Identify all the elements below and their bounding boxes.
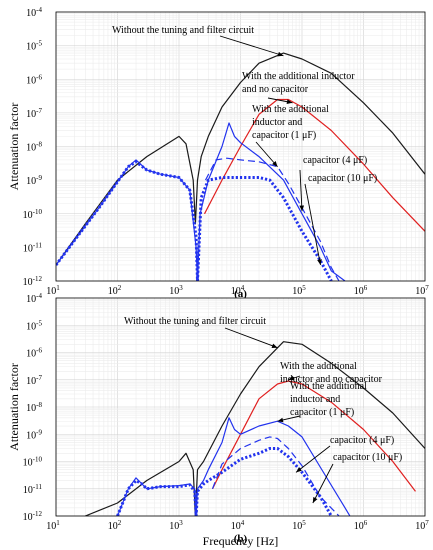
x-tick-label: 101 [46,284,60,297]
arrow-head [317,259,322,265]
x-tick-label: 105 [292,284,306,297]
series-line-blue-dot [116,447,333,516]
annotation-text: Without the tuning and filter circuit [112,25,254,36]
annotation-text: capacitor (10 μF) [308,173,377,184]
arrow-head [271,343,278,348]
grid [55,12,425,282]
y-axis-label: Attenuation factor [7,103,21,191]
arrow-head [296,467,302,473]
annotation-text: capacitor (4 μF) [303,155,367,166]
y-tick-label: 10-10 [23,456,43,469]
x-tick-label: 102 [108,284,122,297]
arrow-head [277,51,284,57]
annotation-arrow [295,445,331,473]
annotation: With the additional inductor and capacitor… [277,381,367,423]
annotation-text: capacitor (1 μF) [290,407,354,418]
y-tick-label: 10-5 [26,40,42,53]
annotation-text: capacitor (10 μF) [333,452,402,463]
arrow-head [286,99,293,104]
annotation: Without the tuning and filter circuit [112,25,284,57]
series-group [56,52,425,281]
annotation: With the additional inductor and no capac… [280,361,383,385]
panel-caption: (b) [234,533,248,545]
annotation-text: With the additional inductor [242,71,355,82]
x-tick-label: 105 [292,519,306,532]
annotation: capacitor (4 μF) [299,155,367,212]
x-tick-label: 107 [415,284,429,297]
y-tick-label: 10-4 [26,292,42,305]
y-tick-label: 10-9 [26,174,42,187]
y-axis-label: Attenuation factor [7,363,21,451]
x-tick-label: 102 [108,519,122,532]
annotation-text: inductor and no capacitor [280,374,383,385]
series-line-blue-dash [211,436,340,516]
annotation: With the additional inductor and capacitor… [252,104,329,168]
arrow-head [272,161,278,167]
y-tick-label: 10-5 [26,319,42,332]
series-line-black [56,52,425,266]
series-line-blue-solid [116,417,351,516]
annotation-text: With the additional [280,361,357,372]
panel-caption: (a) [234,288,247,300]
arrow-head [288,375,295,381]
annotation-arrow [312,463,334,504]
series-group [85,341,425,516]
annotation: capacitor (4 μF) [295,435,394,473]
y-tick-label: 10-10 [23,208,43,221]
annotation-text: capacitor (1 μF) [252,130,316,141]
annotation: With the additional inductor and no capac… [242,71,355,104]
x-axis-label: Frequency [Hz] [203,534,279,548]
annotation: Without the tuning and filter circuit [124,316,278,349]
y-tick-label: 10-9 [26,428,42,441]
y-tick-label: 10-11 [23,241,43,254]
y-tick-label: 10-12 [23,510,43,523]
x-tick-label: 103 [169,519,183,532]
y-tick-label: 10-4 [26,6,42,19]
y-tick-label: 10-8 [26,141,42,154]
annotation-arrow [224,327,278,349]
arrow-head [277,417,284,423]
annotation-text: With the additional [290,381,367,392]
x-tick-label: 106 [354,284,368,297]
arrow-head [312,497,318,503]
y-tick-label: 10-7 [26,107,42,120]
series-line-blue-dash [204,157,340,281]
y-tick-label: 10-6 [26,73,42,86]
plot-frame [55,11,426,282]
series-line-blue-solid [56,122,346,281]
y-tick-label: 10-7 [26,374,42,387]
annotation-text: inductor and [252,117,302,128]
x-tick-label: 103 [169,284,183,297]
annotation: capacitor (10 μF) [312,452,402,504]
series-line-red [211,380,416,492]
annotation-text: inductor and [290,394,340,405]
annotation-text: Without the tuning and filter circuit [124,316,266,327]
arrow-head [299,205,305,212]
x-tick-label: 104 [231,519,245,532]
annotation-arrow [219,35,284,57]
annotation-arrow [304,183,321,266]
series-line-black [85,341,425,516]
y-tick-label: 10-11 [23,483,43,496]
annotation-text: capacitor (4 μF) [330,435,394,446]
y-tick-label: 10-8 [26,401,42,414]
chart-panel-a: 101 102 103 104 105 106 10710-410-510-610-710-… [7,6,429,313]
y-tick-label: 10-12 [23,275,43,288]
x-tick-label: 106 [354,519,368,532]
annotation: capacitor (10 μF) [304,173,377,266]
plot-frame [55,297,426,517]
annotation-text: and no capacitor [242,84,309,95]
chart-panel-b: 101 102 103 104 105 106 107 10-4 10-5 10-6 10-7 10-… [7,292,429,548]
series-line-red [203,98,425,232]
x-tick-label: 107 [415,519,429,532]
y-tick-label: 10-6 [26,347,42,360]
x-tick-label: 101 [46,519,60,532]
annotation-arrow [299,169,303,212]
annotation-text: With the additional [252,104,329,115]
